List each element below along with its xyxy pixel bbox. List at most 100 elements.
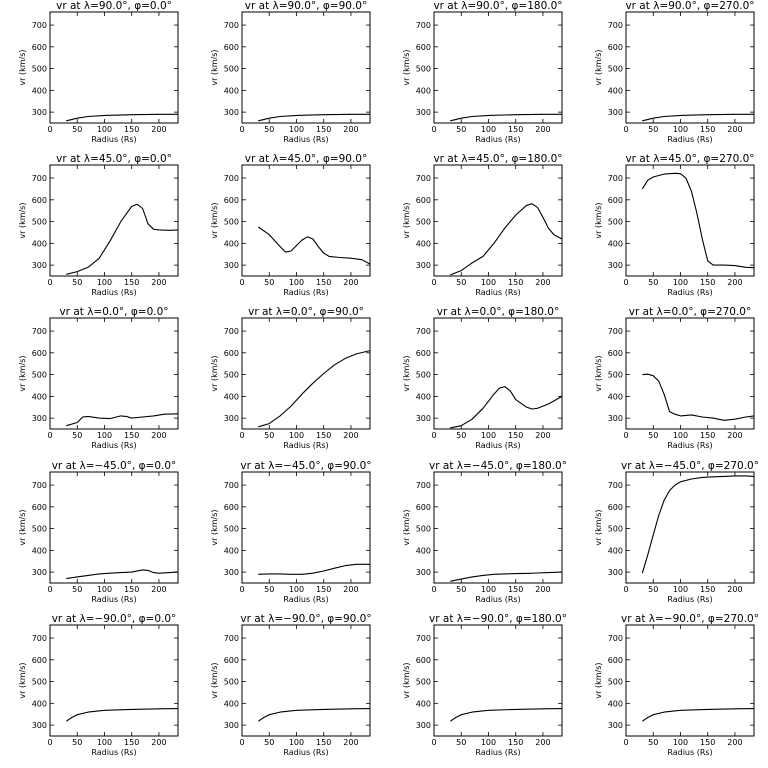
x-tick-label: 100	[673, 585, 688, 594]
panel-0-0: vr at λ=90.0°, φ=0.0° 0 50 100 150 200 300 400 5…	[18, 0, 179, 144]
x-tick-label: 0	[431, 585, 436, 594]
series-line	[258, 113, 370, 122]
x-tick-label: 150	[700, 585, 715, 594]
series-line	[65, 708, 178, 722]
y-tick-label: 600	[608, 503, 623, 512]
series-line	[66, 569, 178, 580]
x-tick-label: 50	[72, 125, 82, 134]
x-tick-label: 0	[239, 125, 244, 134]
x-tick-label: 50	[456, 278, 466, 287]
x-axis-label: Radius (Rs)	[91, 595, 136, 604]
y-tick-label: 500	[608, 525, 623, 534]
y-tick-label: 400	[224, 86, 239, 95]
y-tick-label: 300	[608, 261, 623, 270]
x-axis-label: Radius (Rs)	[475, 135, 520, 144]
x-tick-label: 100	[97, 431, 112, 440]
y-tick-label: 400	[416, 546, 431, 555]
x-tick-label: 50	[264, 585, 274, 594]
y-tick-label: 700	[224, 21, 239, 30]
x-tick-label: 150	[316, 431, 331, 440]
x-tick-label: 50	[72, 738, 82, 747]
y-axis-label: vr (km/s)	[402, 662, 411, 698]
y-axis-label: vr (km/s)	[594, 202, 603, 238]
x-tick-label: 200	[727, 125, 742, 134]
plot-frame	[49, 624, 179, 737]
y-tick-label: 400	[416, 699, 431, 708]
x-tick-label: 0	[47, 278, 52, 287]
y-axis-label: vr (km/s)	[18, 509, 27, 545]
x-tick-label: 150	[508, 738, 523, 747]
x-tick-label: 100	[481, 125, 496, 134]
x-tick-label: 0	[623, 585, 628, 594]
y-tick-label: 300	[224, 414, 239, 423]
x-tick-label: 200	[727, 431, 742, 440]
y-tick-label: 500	[224, 371, 239, 380]
panel-title: vr at λ=−45.0°, φ=0.0°	[52, 460, 177, 472]
x-tick-label: 50	[264, 738, 274, 747]
x-tick-label: 150	[508, 585, 523, 594]
x-tick-label: 50	[264, 431, 274, 440]
plot-frame	[433, 471, 563, 584]
x-tick-label: 200	[151, 738, 166, 747]
panel-3-2: vr at λ=−45.0°, φ=180.0° 0 50 100 150 200 300 4…	[402, 460, 567, 604]
y-tick-label: 300	[224, 261, 239, 270]
plot-frame	[241, 624, 371, 737]
y-tick-label: 500	[416, 65, 431, 74]
y-tick-label: 300	[608, 414, 623, 423]
y-tick-label: 600	[608, 196, 623, 205]
x-tick-label: 0	[623, 125, 628, 134]
x-axis-label: Radius (Rs)	[667, 748, 712, 757]
x-tick-label: 150	[700, 738, 715, 747]
y-tick-label: 500	[416, 525, 431, 534]
x-tick-label: 100	[481, 585, 496, 594]
panel-3-0: vr at λ=−45.0°, φ=0.0° 0 50 100 150 200 300 400…	[18, 460, 179, 604]
y-tick-label: 400	[224, 239, 239, 248]
y-tick-label: 400	[608, 699, 623, 708]
x-tick-label: 100	[673, 738, 688, 747]
panel-title: vr at λ=−90.0°, φ=90.0°	[240, 613, 371, 625]
y-tick-label: 400	[32, 239, 47, 248]
panel-title: vr at λ=0.0°, φ=270.0°	[629, 306, 751, 318]
y-tick-label: 400	[224, 546, 239, 555]
y-tick-label: 300	[416, 721, 431, 730]
x-tick-label: 0	[431, 431, 436, 440]
y-tick-label: 500	[32, 65, 47, 74]
plot-frame	[625, 471, 755, 584]
x-tick-label: 50	[72, 278, 82, 287]
y-axis-label: vr (km/s)	[210, 202, 219, 238]
y-tick-label: 700	[224, 327, 239, 336]
plot-frame	[49, 11, 179, 124]
x-tick-label: 150	[316, 278, 331, 287]
x-tick-label: 50	[72, 585, 82, 594]
x-tick-label: 150	[508, 278, 523, 287]
y-tick-label: 500	[224, 65, 239, 74]
panel-0-2: vr at λ=90.0°, φ=180.0° 0 50 100 150 200 300 40…	[402, 0, 563, 144]
x-axis-label: Radius (Rs)	[667, 135, 712, 144]
y-tick-label: 400	[32, 699, 47, 708]
x-axis-label: Radius (Rs)	[91, 748, 136, 757]
x-tick-label: 200	[727, 738, 742, 747]
x-tick-label: 0	[623, 738, 628, 747]
x-tick-label: 200	[343, 125, 358, 134]
plot-frame	[625, 11, 755, 124]
x-tick-label: 200	[535, 585, 550, 594]
y-axis-label: vr (km/s)	[402, 202, 411, 238]
series-line	[450, 113, 562, 122]
x-tick-label: 0	[239, 278, 244, 287]
x-tick-label: 50	[456, 125, 466, 134]
y-tick-label: 300	[416, 108, 431, 117]
y-axis-label: vr (km/s)	[594, 662, 603, 698]
x-tick-label: 150	[316, 585, 331, 594]
y-tick-label: 300	[32, 261, 47, 270]
panel-2-2: vr at λ=0.0°, φ=180.0° 0 50 100 150 200 300 400…	[402, 306, 563, 450]
y-tick-label: 300	[32, 721, 47, 730]
y-tick-label: 400	[32, 86, 47, 95]
x-tick-label: 200	[343, 278, 358, 287]
y-tick-label: 400	[32, 392, 47, 401]
panel-title: vr at λ=45.0°, φ=270.0°	[625, 153, 754, 165]
panel-title: vr at λ=−90.0°, φ=180.0°	[429, 613, 567, 625]
x-tick-label: 200	[151, 431, 166, 440]
x-tick-label: 0	[239, 738, 244, 747]
panel-title: vr at λ=90.0°, φ=180.0°	[433, 0, 562, 12]
